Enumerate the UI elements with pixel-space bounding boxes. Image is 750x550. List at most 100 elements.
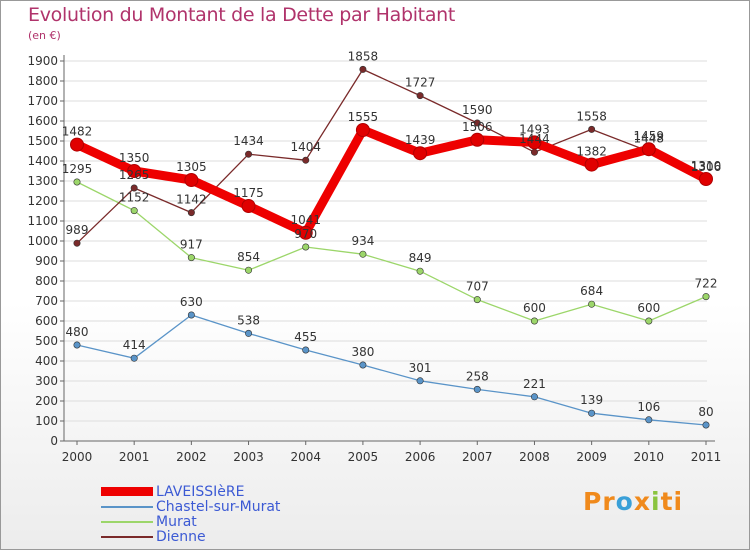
data-point-3-4 xyxy=(302,156,310,164)
data-label: 630 xyxy=(180,295,203,309)
data-label: 106 xyxy=(637,400,660,414)
logo-part-4: i xyxy=(650,487,661,516)
data-point-0-3 xyxy=(241,199,256,213)
data-point-3-2 xyxy=(187,209,195,217)
data-label: 1493 xyxy=(519,122,550,136)
legend-swatch xyxy=(101,506,153,508)
data-label: 1041 xyxy=(290,213,321,227)
data-label: 1306 xyxy=(691,160,722,174)
x-tick-label: 2005 xyxy=(348,450,379,464)
data-label: 1265 xyxy=(119,168,150,182)
y-tick-label: 1800 xyxy=(27,74,58,88)
data-label: 1506 xyxy=(462,120,493,134)
y-tick-label: 300 xyxy=(35,374,58,388)
data-label: 1295 xyxy=(62,162,93,176)
data-point-3-8 xyxy=(530,148,538,156)
data-label: 380 xyxy=(351,345,374,359)
y-tick-label: 1000 xyxy=(27,234,58,248)
y-tick-label: 100 xyxy=(35,414,58,428)
y-tick-label: 1900 xyxy=(27,54,58,68)
series-line-2 xyxy=(76,181,707,322)
data-point-1-8 xyxy=(530,393,538,401)
data-label: 455 xyxy=(294,330,317,344)
legend-swatch xyxy=(101,487,153,496)
logo-part-5: ti xyxy=(660,487,684,516)
x-tick-label: 2008 xyxy=(519,450,550,464)
data-label: 1434 xyxy=(233,134,264,148)
data-point-2-8 xyxy=(530,317,538,325)
data-point-0-4 xyxy=(298,225,313,240)
y-tick-label: 200 xyxy=(35,394,58,408)
legend-item: Chastel-sur-Murat xyxy=(101,499,361,515)
data-point-0-5 xyxy=(355,123,370,137)
data-point-3-0 xyxy=(73,239,81,247)
data-label: 538 xyxy=(237,313,260,327)
series-line-1 xyxy=(76,314,707,426)
y-tick-label: 400 xyxy=(35,354,58,368)
legend-label: Chastel-sur-Murat xyxy=(156,499,281,515)
data-label: 600 xyxy=(523,301,546,315)
data-label: 989 xyxy=(66,223,89,237)
data-point-0-11 xyxy=(699,172,713,186)
legend-swatch xyxy=(101,521,153,523)
data-label: 917 xyxy=(180,238,203,252)
data-point-0-6 xyxy=(413,146,428,161)
data-label: 849 xyxy=(409,251,432,265)
data-label: 1350 xyxy=(119,151,150,165)
data-label: 1152 xyxy=(119,191,150,205)
data-label: 1727 xyxy=(405,76,436,90)
data-point-0-9 xyxy=(584,157,599,172)
chart-title: Evolution du Montant de la Dette par Hab… xyxy=(28,4,456,26)
data-label: 414 xyxy=(123,338,146,352)
data-point-1-3 xyxy=(245,329,253,337)
x-tick-label: 2006 xyxy=(405,450,436,464)
y-tick-label: 1600 xyxy=(27,114,58,128)
data-point-1-5 xyxy=(359,361,367,369)
y-tick-label: 1100 xyxy=(27,214,58,228)
x-tick-labels: 2000 2001 2002 2003 2004 2005 2006 2007 2008 2009… xyxy=(62,450,722,464)
data-point-0-1 xyxy=(127,164,142,178)
legend-swatch xyxy=(101,536,153,538)
data-label: 1555 xyxy=(348,110,379,124)
data-label: 1459 xyxy=(634,129,665,143)
legend-item: Dienne xyxy=(101,529,361,545)
y-tick-label: 0 xyxy=(50,434,58,448)
legend: LAVEISSIèRE Chastel-sur-Murat Murat Dienne xyxy=(101,484,361,545)
data-label: 1439 xyxy=(405,133,436,147)
legend-item: LAVEISSIèRE xyxy=(101,484,361,500)
data-point-1-1 xyxy=(130,354,138,362)
data-label: 684 xyxy=(580,284,603,298)
data-point-1-2 xyxy=(187,311,195,319)
legend-label: Murat xyxy=(156,514,197,530)
data-label: 934 xyxy=(351,234,374,248)
data-point-1-7 xyxy=(473,385,481,393)
data-label: 600 xyxy=(637,301,660,315)
data-label: 1448 xyxy=(634,131,665,145)
logo-part-3: x xyxy=(633,487,651,516)
grid-lines xyxy=(64,60,707,422)
data-label: 1590 xyxy=(462,103,493,117)
logo-part-2: o xyxy=(615,487,634,516)
data-point-2-0 xyxy=(73,178,81,186)
legend-label: LAVEISSIèRE xyxy=(156,484,245,500)
data-point-1-4 xyxy=(302,346,310,354)
data-point-2-9 xyxy=(588,300,596,308)
data-label: 854 xyxy=(237,250,260,264)
x-tick-label: 2002 xyxy=(176,450,207,464)
data-label: 1558 xyxy=(576,109,607,123)
series-line-0 xyxy=(72,125,711,238)
y-tick-label: 500 xyxy=(35,334,58,348)
unit-label: (en €) xyxy=(28,29,61,42)
y-tick-labels: 0 100 200 300 400 500 600 700 800 900 1000 1100 1200… xyxy=(27,54,58,448)
data-point-3-7 xyxy=(473,119,481,127)
data-point-1-10 xyxy=(645,416,653,424)
y-tick-label: 1300 xyxy=(27,174,58,188)
data-point-2-11 xyxy=(702,293,710,301)
data-point-3-1 xyxy=(130,184,138,192)
data-point-2-10 xyxy=(645,317,653,325)
y-tick-label: 1500 xyxy=(27,134,58,148)
proxiti-logo: Proxiti xyxy=(583,487,683,516)
data-point-0-7 xyxy=(470,132,485,147)
